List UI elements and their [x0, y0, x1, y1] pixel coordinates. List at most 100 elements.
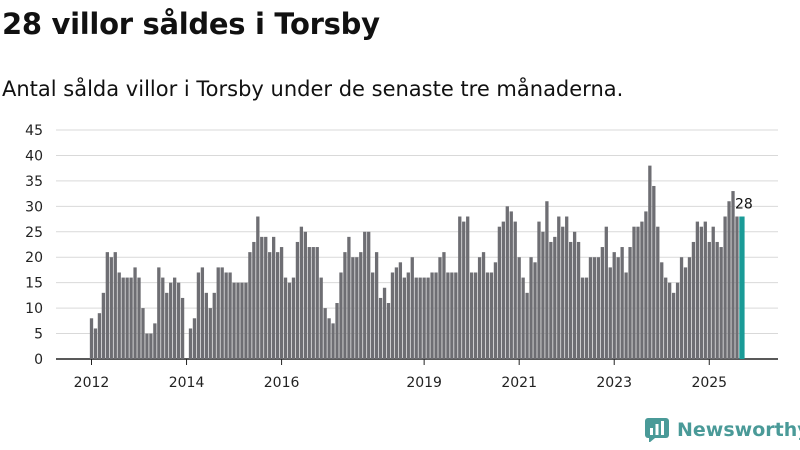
bar	[228, 272, 232, 359]
chart-subtitle: Antal sålda villor i Torsby under de sen…	[2, 77, 624, 101]
bar	[335, 303, 339, 359]
bar	[303, 231, 307, 359]
bar	[386, 303, 391, 359]
bar	[374, 252, 379, 359]
bar	[561, 226, 565, 359]
bar	[509, 211, 513, 359]
x-tick-label: 2014	[169, 375, 205, 391]
bar	[477, 257, 482, 359]
y-tick-label: 0	[34, 352, 43, 368]
x-tick-label: 2016	[264, 375, 300, 391]
y-tick-label: 30	[25, 199, 43, 215]
bar	[327, 318, 331, 359]
bar	[145, 333, 149, 359]
bar	[707, 241, 711, 359]
bar	[715, 241, 719, 359]
bar	[537, 221, 541, 359]
bar	[323, 308, 327, 359]
bar	[549, 241, 553, 359]
bar	[695, 221, 700, 359]
bar	[580, 277, 585, 359]
bar	[541, 231, 545, 359]
bar	[347, 236, 351, 359]
bar	[283, 277, 288, 359]
bar	[359, 252, 363, 359]
bar	[264, 236, 268, 359]
bar	[485, 272, 490, 359]
bar	[517, 257, 521, 359]
bar	[501, 221, 505, 359]
bar	[592, 257, 597, 359]
bar	[656, 226, 660, 359]
y-tick-label: 10	[25, 301, 43, 317]
bar	[489, 272, 494, 359]
bar	[157, 267, 161, 359]
bar	[600, 247, 604, 359]
bar	[668, 282, 672, 359]
bar	[149, 333, 153, 359]
bar	[299, 226, 304, 359]
bar	[402, 277, 406, 359]
bar	[307, 247, 311, 359]
bar	[133, 267, 137, 359]
bar	[572, 231, 577, 359]
bar-latest	[739, 216, 745, 359]
bar	[173, 277, 177, 359]
bar	[256, 216, 260, 359]
bar	[434, 272, 438, 359]
bar	[394, 267, 399, 359]
bar	[260, 236, 264, 359]
bar	[446, 272, 450, 359]
x-tick-label: 2023	[596, 375, 632, 391]
bar	[109, 257, 113, 359]
bar	[497, 226, 502, 359]
bar	[252, 241, 256, 359]
bar	[418, 277, 422, 359]
bar	[287, 282, 292, 359]
bar	[101, 292, 106, 359]
bar	[525, 292, 529, 359]
y-tick-label: 25	[25, 225, 43, 241]
bar	[208, 308, 212, 359]
newsworthy-logo-icon	[645, 418, 669, 442]
bar	[648, 165, 652, 359]
bar	[161, 277, 165, 359]
bar	[731, 191, 735, 359]
bar	[596, 257, 601, 359]
y-tick-label: 35	[25, 174, 43, 190]
bar	[339, 272, 343, 359]
bar	[604, 226, 608, 359]
bar	[529, 257, 533, 359]
y-tick-label: 15	[25, 276, 43, 292]
newsworthy-logo[interactable]: Newsworthy	[645, 418, 800, 442]
bar	[105, 252, 109, 359]
bar	[371, 272, 375, 359]
bar	[93, 328, 98, 359]
bar	[351, 257, 355, 359]
bar	[188, 328, 193, 359]
bar	[450, 272, 454, 359]
bar	[200, 267, 205, 359]
bar	[275, 252, 280, 359]
bar	[616, 257, 620, 359]
bar	[632, 226, 636, 359]
bar	[624, 272, 628, 359]
bar	[711, 226, 715, 359]
bar	[454, 272, 458, 359]
bar	[240, 282, 244, 359]
bar	[117, 272, 121, 359]
bar	[232, 282, 236, 359]
bar	[620, 247, 624, 359]
bar	[612, 252, 616, 359]
bar	[236, 282, 240, 359]
bar	[331, 323, 335, 359]
bar	[521, 277, 525, 359]
bar	[363, 231, 367, 359]
bar	[438, 257, 442, 359]
bar	[679, 257, 684, 359]
bar	[343, 252, 347, 359]
bar	[165, 292, 169, 359]
chart-title: 28 villor såldes i Torsby	[2, 7, 380, 41]
bar	[426, 277, 430, 359]
bar	[683, 267, 688, 359]
